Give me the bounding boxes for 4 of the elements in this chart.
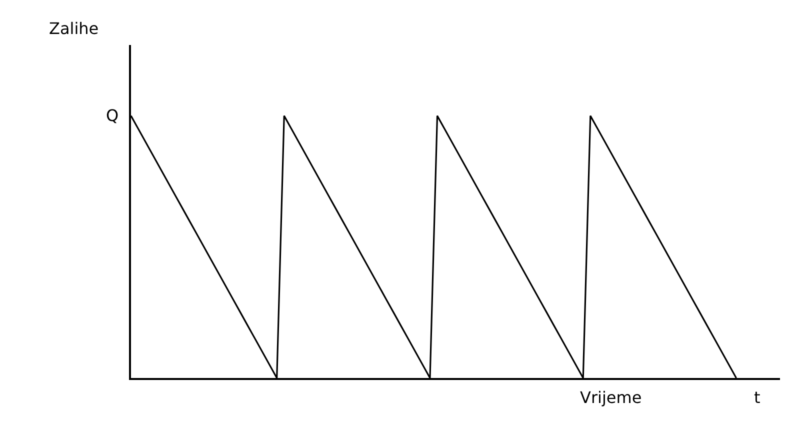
x-axis-title: Vrijeme <box>580 388 642 407</box>
text: t <box>754 388 760 407</box>
text: Zalihe <box>49 19 99 38</box>
text: Q <box>106 106 119 125</box>
